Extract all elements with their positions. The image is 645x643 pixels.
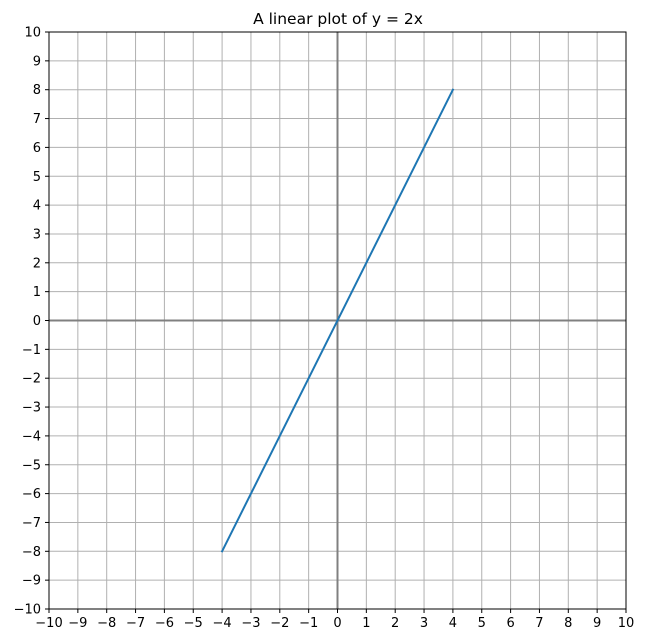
y-tick-label: 1 [33, 285, 41, 300]
y-tick-label: −2 [22, 372, 41, 387]
x-tick-label: 10 [618, 616, 635, 631]
x-tick-label: 0 [333, 616, 341, 631]
y-tick-label: −4 [22, 429, 41, 444]
x-tick-label: −10 [35, 616, 62, 631]
x-tick-label: 9 [593, 616, 601, 631]
y-tick-label: 10 [24, 26, 41, 41]
y-tick-label: −3 [22, 401, 41, 416]
x-tick-label: −9 [68, 616, 87, 631]
series-line [220, 88, 455, 553]
x-tick-label: 2 [391, 616, 399, 631]
x-tick-label: −3 [241, 616, 260, 631]
y-tick-label: −7 [22, 516, 41, 531]
y-tick-label: −8 [22, 545, 41, 560]
y-tick-label: −10 [14, 603, 41, 618]
y-tick-label: −1 [22, 343, 41, 358]
x-axis-ticks: −10 −9 −8 −7 −6 −5 −4 −3 −2 −1 0 1 2 3 4 5 6 7 8 9 10 [35, 609, 634, 631]
y-tick-label: 6 [33, 141, 41, 156]
x-tick-label: 6 [506, 616, 514, 631]
y-tick-label: −9 [22, 574, 41, 589]
y-tick-label: 7 [33, 112, 41, 127]
y-tick-label: 8 [33, 83, 41, 98]
x-tick-label: −4 [213, 616, 232, 631]
y-tick-label: 9 [33, 54, 41, 69]
x-tick-label: −1 [299, 616, 318, 631]
x-tick-label: 8 [564, 616, 572, 631]
x-tick-label: 3 [420, 616, 428, 631]
y-tick-label: 5 [33, 170, 41, 185]
x-tick-label: 4 [449, 616, 457, 631]
x-tick-label: 5 [478, 616, 486, 631]
y-tick-label: −5 [22, 458, 41, 473]
chart-title: A linear plot of y = 2x [253, 10, 423, 28]
y-tick-label: 3 [33, 227, 41, 242]
x-tick-label: −8 [97, 616, 116, 631]
x-tick-label: 7 [535, 616, 543, 631]
x-tick-label: −5 [184, 616, 203, 631]
y-tick-label: 0 [33, 314, 41, 329]
y-tick-label: 2 [33, 256, 41, 271]
y-tick-label: −6 [22, 487, 41, 502]
x-tick-label: 1 [362, 616, 370, 631]
series-layer [220, 88, 455, 553]
x-tick-label: −7 [126, 616, 145, 631]
y-tick-label: 4 [33, 199, 41, 214]
x-tick-label: −2 [270, 616, 289, 631]
x-tick-label: −6 [155, 616, 174, 631]
